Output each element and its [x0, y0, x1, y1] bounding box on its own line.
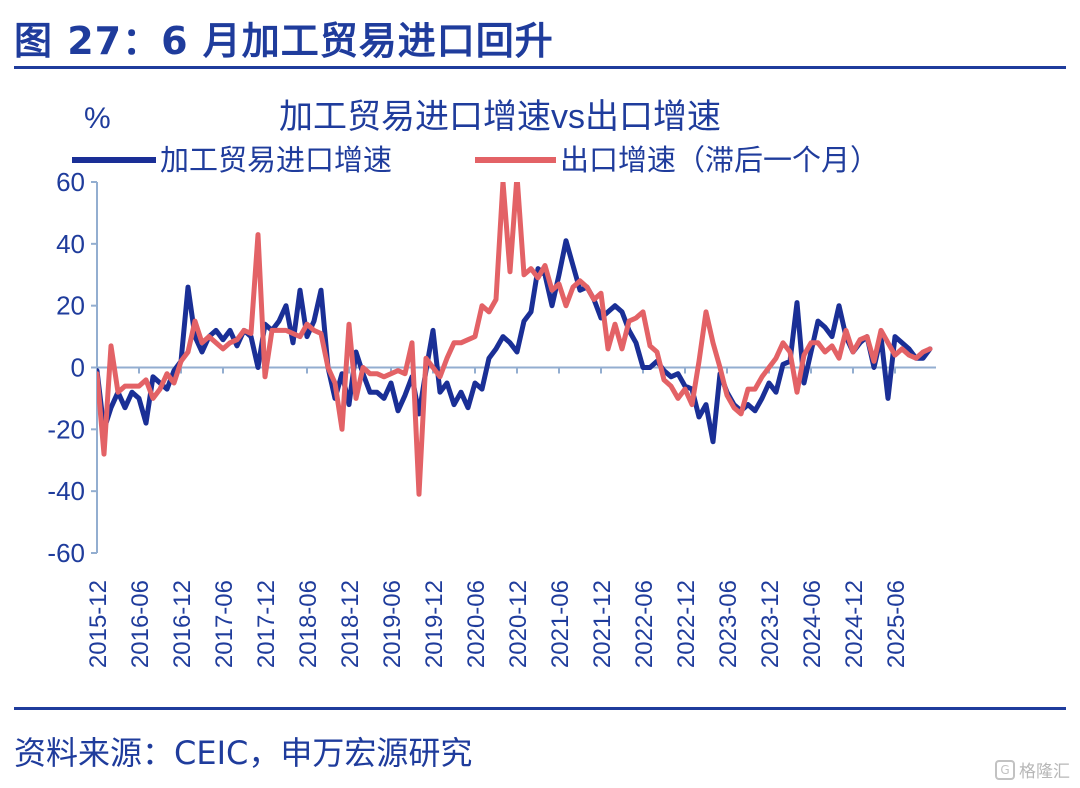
chart-title: 加工贸易进口增速vs出口增速: [279, 98, 721, 136]
source-note: 资料来源：CEIC，申万宏源研究: [14, 734, 473, 772]
watermark: G 格隆汇: [995, 757, 1070, 782]
y-tick-label: -40: [47, 476, 85, 506]
x-tick-label: 2023-06: [715, 580, 742, 668]
x-tick-label: 2015-12: [85, 580, 112, 668]
line-chart: -60 -40 -20 0 20 40 60 2015-12 2016-06 2016-12 201…: [47, 98, 936, 668]
y-tick-label: -20: [47, 414, 85, 444]
x-tick-label: 2023-12: [757, 580, 784, 668]
y-tick-label: 0: [71, 353, 85, 383]
x-tick-label: 2016-06: [127, 580, 154, 668]
x-tick-label: 2016-12: [169, 580, 196, 668]
y-tick-label: 40: [56, 229, 85, 259]
x-tick-label: 2021-06: [547, 580, 574, 668]
x-tick-label: 2022-06: [631, 580, 658, 668]
series-layer: [97, 182, 933, 497]
legend-label: 加工贸易进口增速: [160, 144, 392, 177]
y-tick-label: 20: [56, 291, 85, 321]
series-exports-lagged-line: [97, 182, 933, 497]
x-tick-label: 2020-06: [463, 580, 490, 668]
x-tick-label: 2020-12: [505, 580, 532, 668]
x-tick-label: 2021-12: [589, 580, 616, 668]
watermark-logo-icon: G: [995, 759, 1015, 780]
x-tick-label: 2025-06: [883, 580, 910, 668]
y-tick-label: -60: [47, 538, 85, 568]
figure-title: 图 27：6 月加工贸易进口回升: [14, 19, 554, 63]
watermark-text: 格隆汇: [1019, 762, 1070, 782]
x-tick-label: 2022-12: [673, 580, 700, 668]
series-processing-imports-line: [97, 238, 933, 445]
x-tick-label: 2017-06: [211, 580, 238, 668]
x-tick-label: 2018-06: [295, 580, 322, 668]
x-tick-label: 2019-06: [379, 580, 406, 668]
x-tick-label: 2017-12: [253, 580, 280, 668]
top-rule: [14, 66, 1066, 69]
x-tick-label: 2024-12: [841, 580, 868, 668]
y-axis-unit-label: %: [84, 102, 111, 135]
labels-layer: -60 -40 -20 0 20 40 60 2015-12 2016-06 2016-12 201…: [47, 98, 910, 668]
x-tick-label: 2018-12: [337, 580, 364, 668]
x-tick-label: 2019-12: [421, 580, 448, 668]
y-tick-label: 60: [56, 167, 85, 197]
chart-panel: -60 -40 -20 0 20 40 60 2015-12 2016-06 2016-12 201…: [0, 78, 1080, 700]
bottom-rule: [14, 707, 1066, 710]
legend-label: 出口增速（滞后一个月）: [560, 144, 879, 177]
x-tick-label: 2024-06: [799, 580, 826, 668]
